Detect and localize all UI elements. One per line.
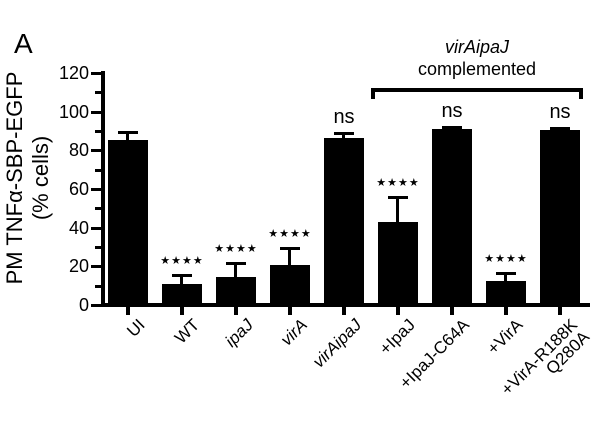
significance-label-+VirA-R188K-Q280A: ns: [549, 101, 571, 123]
y-tick-label: 100: [58, 102, 89, 122]
y-minor-tick: [95, 130, 101, 133]
y-major-tick: [91, 265, 101, 268]
y-minor-tick: [95, 169, 101, 172]
x-tick-label-virAipaJ: virAipaJ: [308, 315, 365, 372]
bracket-label-line1: virAipaJ: [444, 37, 510, 57]
error-bar-stem-+VirA: [504, 273, 507, 287]
error-bar-cap-UI: [118, 131, 138, 134]
x-tick-label-ipaJ: ipaJ: [221, 315, 257, 351]
significance-label-virA: ★★★★: [268, 228, 312, 240]
x-tick-virA: [288, 307, 292, 315]
error-bar-cap-+VirA-R188K-Q280A: [550, 127, 570, 131]
bracket-label: virAipaJ complemented: [418, 36, 536, 80]
y-major-tick: [91, 72, 101, 75]
bar-UI: [108, 139, 148, 305]
y-tick-label: 80: [68, 140, 89, 160]
y-tick-label: 0: [78, 295, 89, 315]
bracket-label-line2: complemented: [417, 59, 537, 79]
bar-virAipaJ: [324, 137, 364, 305]
y-minor-tick: [95, 246, 101, 249]
significance-label-ipaJ: ★★★★: [214, 243, 258, 255]
y-major-tick: [91, 188, 101, 191]
y-axis-spine: [101, 71, 105, 307]
y-minor-tick: [95, 207, 101, 210]
panel-label: A: [14, 28, 34, 59]
x-tick-label-line: virAipaJ: [308, 315, 365, 372]
x-tick-ipaJ: [234, 307, 238, 315]
error-bar-cap-+IpaJ: [388, 195, 408, 199]
error-bar-stem-+IpaJ: [396, 196, 399, 228]
x-tick-UI: [126, 307, 130, 315]
error-bar-cap-+IpaJ-C64A: [442, 126, 462, 130]
significance-label-+IpaJ: ★★★★: [376, 177, 420, 189]
error-bar-stem-+IpaJ-C64A: [450, 127, 453, 135]
x-tick-label-line: WT: [170, 315, 203, 348]
error-bar-stem-+VirA-R188K-Q280A: [558, 128, 561, 136]
x-tick-label-virA: virA: [276, 315, 311, 350]
x-tick-label-+VirA: +VirA: [483, 315, 527, 359]
y-tick-label: 20: [68, 256, 89, 276]
error-bar-stem-virAipaJ: [342, 132, 345, 144]
bar-virA: [270, 265, 310, 305]
x-tick-+IpaJ-C64A: [450, 307, 454, 315]
significance-label-+IpaJ-C64A: ns: [441, 100, 463, 122]
error-bar-stem-WT: [180, 275, 183, 290]
y-major-tick: [91, 227, 101, 230]
significance-label-+VirA: ★★★★: [484, 253, 528, 265]
y-major-tick: [91, 111, 101, 114]
x-tick-label-WT: WT: [170, 315, 203, 348]
error-bar-cap-virA: [280, 247, 300, 250]
y-tick-label: 60: [68, 179, 89, 199]
complemented-bracket: [371, 88, 583, 99]
significance-label-WT: ★★★★: [160, 255, 204, 267]
error-bar-stem-UI: [126, 132, 129, 146]
error-bar-cap-ipaJ: [226, 262, 246, 266]
y-major-tick: [91, 149, 101, 152]
x-tick-WT: [180, 307, 184, 315]
x-tick-label-line: UI: [123, 315, 149, 341]
bar-+IpaJ: [378, 221, 418, 305]
x-tick-+IpaJ: [396, 307, 400, 315]
x-tick-label-line: +IpaJ: [375, 315, 419, 359]
error-bar-cap-virAipaJ: [334, 131, 354, 135]
error-bar-cap-+VirA: [496, 272, 516, 276]
x-axis-line: [101, 303, 590, 307]
significance-label-virAipaJ: ns: [333, 106, 355, 128]
y-tick-label: 120: [58, 63, 89, 83]
x-tick-label-UI: UI: [123, 315, 149, 341]
y-minor-tick: [95, 91, 101, 94]
x-tick-virAipaJ: [342, 307, 346, 315]
error-bar-stem-ipaJ: [234, 263, 237, 283]
error-bar-cap-WT: [172, 274, 192, 277]
x-tick-label-line: +VirA: [483, 315, 527, 359]
bar-+VirA-R188K-Q280A: [540, 130, 580, 305]
x-tick-label-+IpaJ: +IpaJ: [375, 315, 419, 359]
x-tick-+VirA-R188K-Q280A: [558, 307, 562, 315]
x-tick-label-line: virA: [276, 315, 311, 350]
y-major-tick: [91, 304, 101, 307]
bar-+IpaJ-C64A: [432, 129, 472, 305]
y-minor-tick: [95, 285, 101, 288]
y-tick-label: 40: [68, 218, 89, 238]
bar-WT: [162, 283, 202, 305]
x-tick-label-line: ipaJ: [221, 315, 257, 351]
x-tick-+VirA: [504, 307, 508, 315]
error-bar-stem-virA: [288, 248, 291, 272]
